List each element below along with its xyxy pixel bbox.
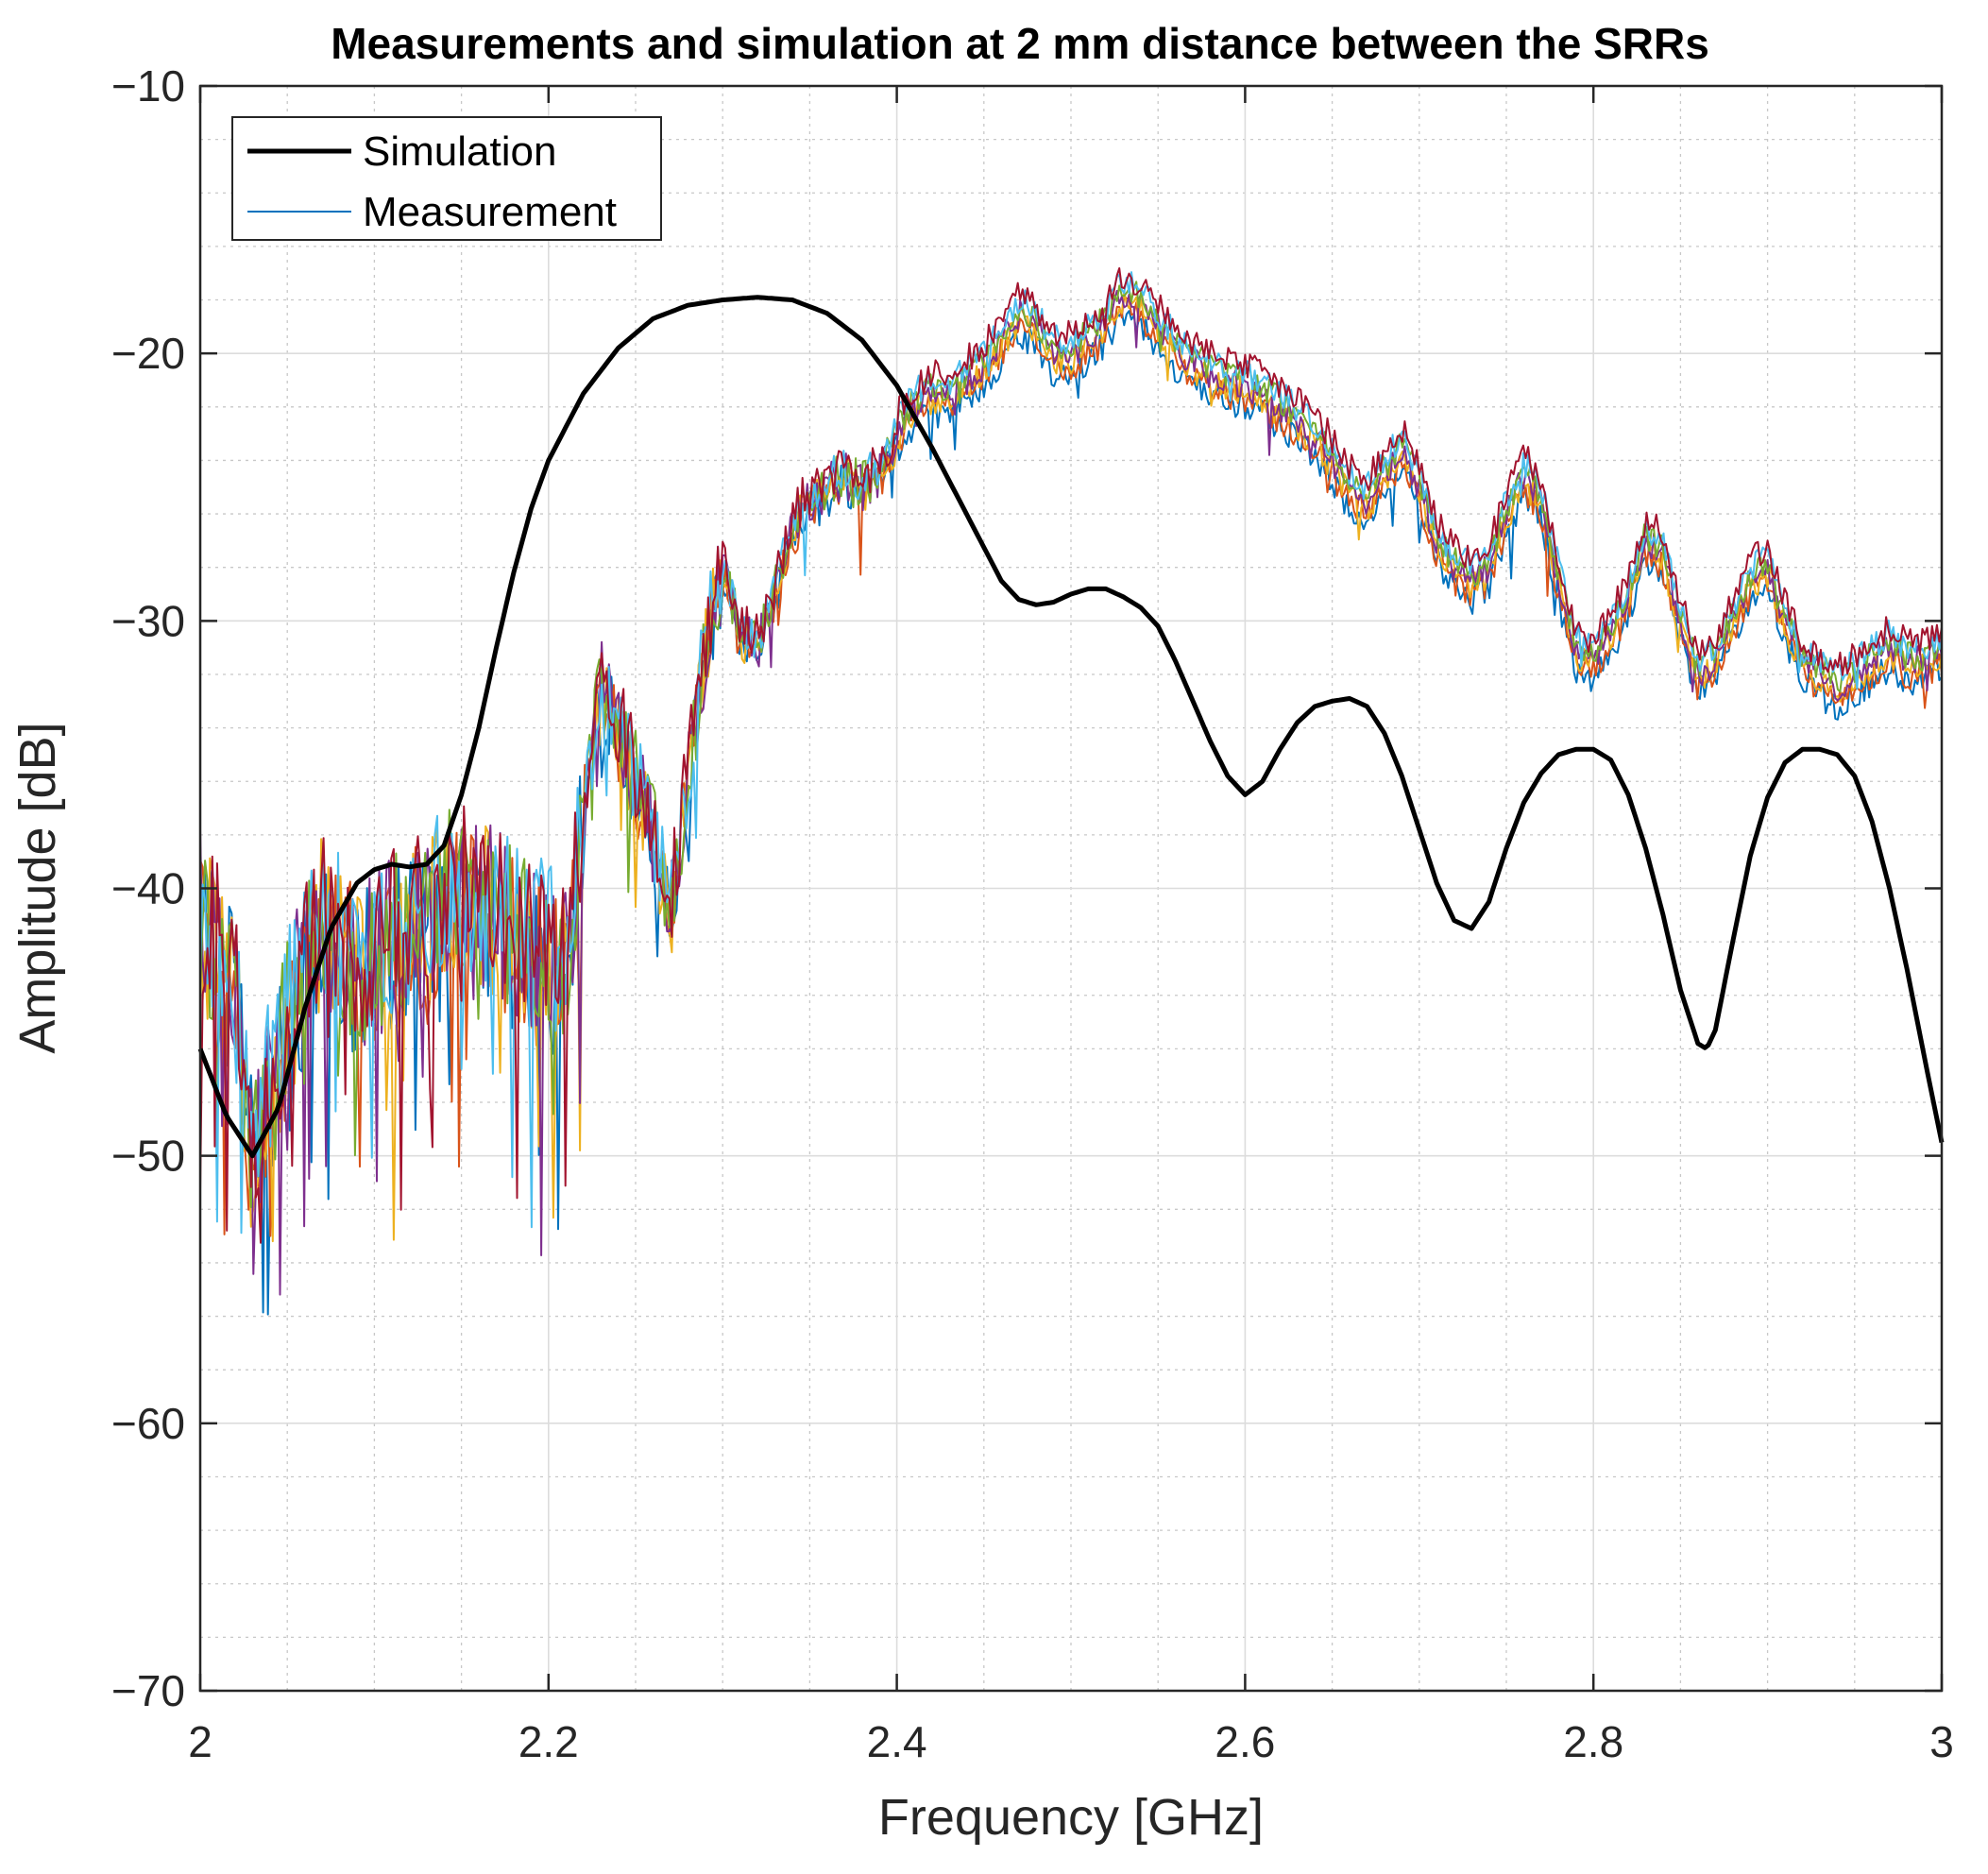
y-tick-label: −10 — [111, 61, 185, 111]
x-tick-label: 2.8 — [1563, 1717, 1623, 1766]
y-tick-label: −20 — [111, 329, 185, 378]
y-tick-label: −30 — [111, 596, 185, 645]
y-tick-label: −70 — [111, 1666, 185, 1715]
measurement-lines — [199, 267, 1943, 1316]
y-tick-label: −40 — [111, 864, 185, 913]
y-tick-label: −60 — [111, 1399, 185, 1448]
x-tick-label: 2 — [188, 1717, 212, 1766]
x-axis-label: Frequency [GHz] — [878, 1789, 1264, 1846]
axis-tick-labels: 2 2.2 2.4 2.6 2.8 3 −70 −60 −50 −40 −30 −20 −10 — [111, 61, 1954, 1766]
x-tick-label: 3 — [1929, 1717, 1954, 1766]
legend-box — [231, 116, 662, 241]
x-tick-label: 2.2 — [518, 1717, 579, 1766]
x-tick-label: 2.6 — [1215, 1717, 1275, 1766]
axis-ticks — [198, 84, 1944, 1693]
y-tick-label: −50 — [111, 1132, 185, 1181]
chart-title: Measurements and simulation at 2 mm dist… — [331, 19, 1709, 68]
simulation-line — [197, 295, 1945, 1159]
legend[interactable]: Simulation Measurement — [231, 116, 662, 241]
measurement-run-line — [199, 271, 1943, 1235]
legend-label-measurement: Measurement — [363, 189, 617, 235]
y-axis-label: Amplitude [dB] — [9, 722, 66, 1053]
measurement-run-line — [199, 267, 1943, 1244]
x-tick-label: 2.4 — [867, 1717, 927, 1766]
simulation-line-group — [197, 295, 1945, 1159]
legend-label-simulation: Simulation — [363, 128, 556, 175]
measurement-run-line — [199, 289, 1943, 1296]
